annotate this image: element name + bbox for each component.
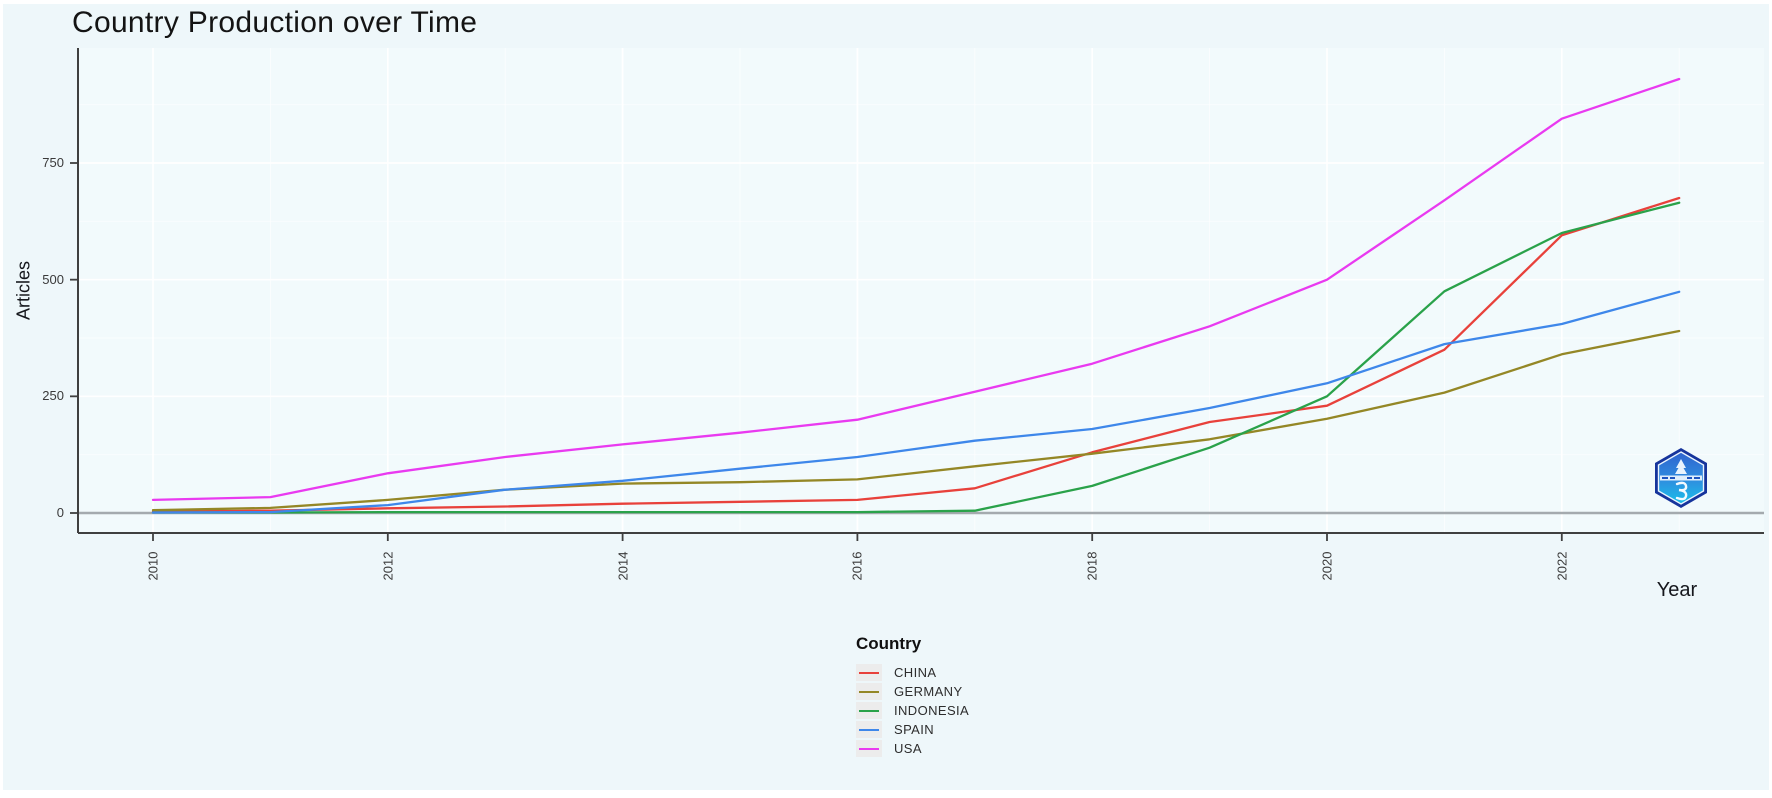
x-tick-label-2010: 2010 [145,551,161,581]
chart-title: Country Production over Time [72,6,478,39]
x-tick-label-2022: 2022 [1554,551,1570,581]
x-tick-label-2012: 2012 [380,551,396,581]
chart-legend: Country CHINA GERMANY INDONESIA SPAIN USA [856,634,969,758]
x-tick-label-2016: 2016 [849,551,865,581]
x-tick-label-2018: 2018 [1084,551,1100,581]
legend-item-china: CHINA [856,663,969,682]
legend-label: INDONESIA [894,703,970,718]
y-tick-label-500: 500 [42,271,64,287]
legend-key-line [856,721,882,738]
legend-key-line [856,740,882,757]
x-tick-label-2020: 2020 [1319,551,1335,581]
legend-label: CHINA [894,665,937,680]
y-tick-label-750: 750 [42,155,64,170]
legend-label: SPAIN [894,722,935,737]
legend-label: GERMANY [894,684,963,699]
y-axis-title: Articles [13,261,34,321]
series-line-usa [151,77,1681,502]
legend-key-line [856,683,882,700]
legend-label: USA [894,741,922,756]
legend-key-line [856,702,882,719]
legend-item-germany: GERMANY [856,682,969,701]
legend-title: Country [856,634,922,653]
y-tick-label-250: 250 [42,388,64,404]
hexagon-logo-watermark [1655,448,1707,508]
legend-item-usa: USA [856,739,969,758]
x-axis-title: Year [1656,579,1698,601]
x-tick-label-2014: 2014 [615,551,631,581]
series-line-china [151,196,1681,513]
series-line-spain [151,290,1681,514]
legend-item-spain: SPAIN [856,720,969,739]
series-line-indonesia [151,201,1681,514]
series-line-germany [151,329,1681,512]
y-tick-label-0: 0 [56,505,64,520]
legend-item-indonesia: INDONESIA [856,701,969,720]
legend-key-line [856,664,882,681]
